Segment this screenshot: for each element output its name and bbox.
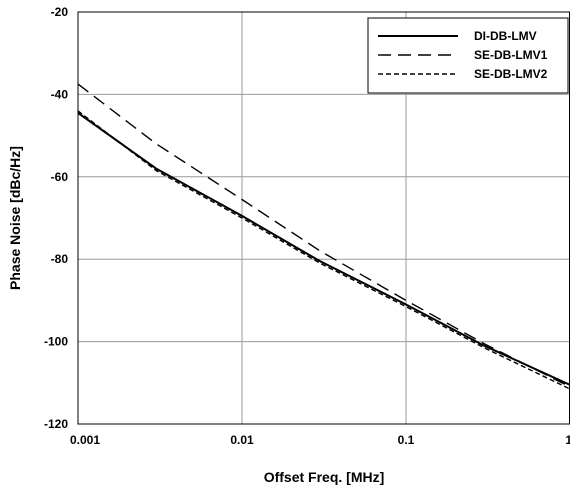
- legend: DI-DB-LMV SE-DB-LMV1 SE-DB-LMV2: [367, 17, 569, 94]
- y-tick-label: -80: [51, 252, 69, 266]
- y-tick-label: -60: [51, 170, 69, 184]
- legend-label: SE-DB-LMV1: [474, 48, 548, 62]
- x-axis-label: Offset Freq. [MHz]: [264, 469, 385, 485]
- x-tick-label: 1: [565, 433, 570, 447]
- x-tick-label: 0.001: [70, 433, 100, 447]
- tick-labels: 0.001 0.01 0.1 1 -20 -40 -60 -80 -100 -120: [44, 5, 570, 447]
- series-line-di-db-lmv: [77, 112, 570, 386]
- y-tick-label: -20: [51, 5, 69, 19]
- series-line-se-db-lmv1: [77, 83, 570, 388]
- series-lines: [77, 83, 570, 390]
- y-axis-label: Phase Noise [dBc/Hz]: [7, 146, 23, 290]
- y-tick-label: -120: [44, 417, 68, 431]
- y-tick-label: -100: [44, 335, 68, 349]
- series-line-se-db-lmv2: [77, 110, 570, 390]
- x-tick-label: 0.01: [230, 433, 254, 447]
- legend-label: SE-DB-LMV2: [474, 67, 548, 81]
- legend-label: DI-DB-LMV: [474, 29, 537, 43]
- y-tick-label: -40: [51, 87, 69, 101]
- x-tick-label: 0.1: [398, 433, 415, 447]
